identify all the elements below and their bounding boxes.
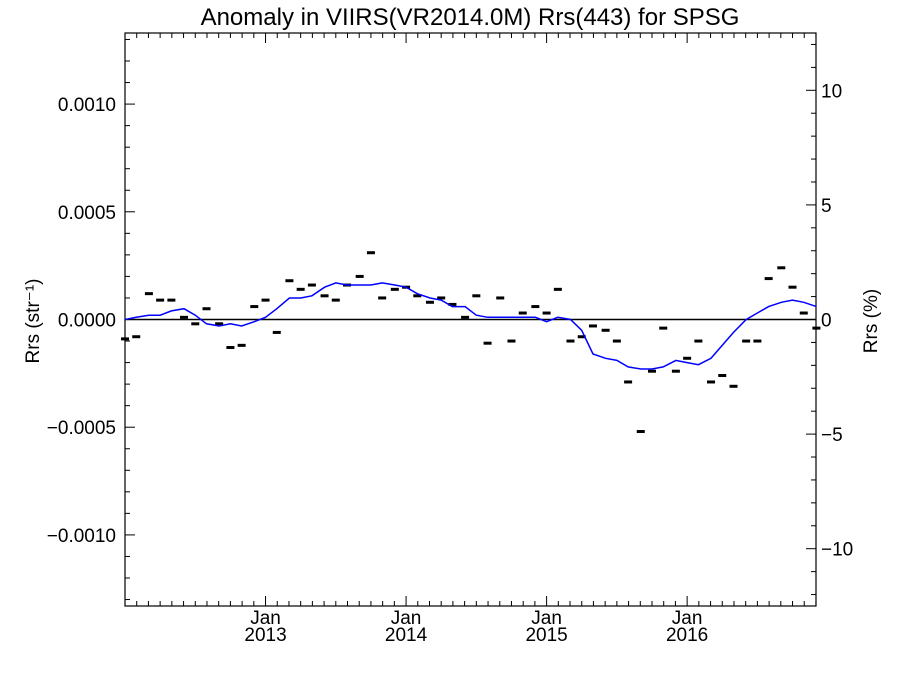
data-marker — [296, 287, 305, 291]
data-marker — [448, 302, 457, 306]
data-marker — [777, 266, 786, 270]
y-left-tick-label: −0.0010 — [47, 526, 116, 547]
data-marker — [144, 292, 153, 296]
data-marker — [366, 251, 375, 255]
data-marker — [588, 324, 597, 328]
data-marker — [707, 380, 716, 384]
data-marker — [636, 430, 645, 434]
data-marker — [132, 335, 141, 339]
data-marker — [215, 322, 224, 326]
y-left-tick-label: 0.0010 — [58, 95, 116, 116]
data-marker — [496, 296, 505, 300]
data-marker — [812, 326, 821, 330]
data-marker — [437, 296, 446, 300]
data-marker — [307, 283, 316, 287]
data-marker — [261, 298, 270, 302]
data-marker — [180, 315, 189, 319]
data-marker — [226, 346, 235, 350]
data-marker — [764, 277, 773, 281]
data-marker — [753, 339, 762, 343]
data-marker — [624, 380, 633, 384]
data-marker — [577, 335, 586, 339]
data-marker — [788, 285, 797, 289]
y-left-tick-label: 0.0000 — [58, 311, 116, 332]
x-tick-label-month: Jan — [391, 608, 422, 629]
data-marker — [659, 326, 668, 330]
x-tick-label-month: Jan — [672, 608, 703, 629]
data-marker — [483, 341, 492, 345]
data-marker — [425, 300, 434, 304]
data-marker — [378, 296, 387, 300]
data-marker — [355, 274, 364, 278]
data-marker — [518, 311, 527, 315]
y-axis-label-right: Rrs (%) — [861, 289, 882, 353]
chart-title: Anomaly in VIIRS(VR2014.0M) Rrs(443) for… — [201, 4, 740, 31]
x-tick-label-month: Jan — [531, 608, 562, 629]
y-axis-label-left: Rrs (str⁻¹) — [23, 279, 44, 364]
data-marker — [553, 287, 562, 291]
axes-ticks — [124, 33, 817, 606]
x-tick-label-year: 2016 — [666, 625, 708, 646]
data-marker — [683, 356, 692, 360]
data-marker — [601, 328, 610, 332]
y-right-tick-label: 10 — [821, 81, 842, 102]
data-marker — [729, 384, 738, 388]
data-marker — [156, 298, 165, 302]
data-marker — [542, 311, 551, 315]
data-marker — [237, 343, 246, 347]
y-right-tick-label: −5 — [821, 425, 843, 446]
data-marker — [694, 339, 703, 343]
data-marker — [320, 294, 329, 298]
data-marker — [272, 330, 281, 334]
x-tick-label-year: 2015 — [525, 625, 567, 646]
data-marker — [507, 339, 516, 343]
y-left-tick-label: −0.0005 — [47, 418, 116, 439]
data-marker — [472, 294, 481, 298]
data-marker — [202, 307, 211, 311]
data-marker — [647, 369, 656, 373]
data-marker — [461, 315, 470, 319]
data-marker — [191, 322, 200, 326]
data-marker — [331, 298, 340, 302]
data-marker — [121, 337, 129, 341]
running-mean-line — [124, 282, 817, 370]
x-tick-label-year: 2014 — [385, 625, 428, 646]
tick-labels: 0.0010 0.0005 0.0000 −0.0005 −0.0010 10 5 0 −5 −1… — [47, 81, 853, 646]
data-marker — [531, 305, 540, 309]
data-marker — [671, 369, 680, 373]
data-marker — [413, 294, 422, 298]
y-right-tick-label: −10 — [821, 540, 853, 561]
y-right-tick-label: 5 — [821, 196, 832, 217]
data-marker — [167, 298, 176, 302]
data-marker — [612, 339, 621, 343]
smoothed-line — [124, 282, 817, 370]
data-marker — [742, 339, 751, 343]
data-marker — [390, 287, 399, 291]
data-markers — [121, 251, 821, 434]
data-marker — [718, 374, 727, 378]
y-right-tick-label: 0 — [821, 311, 832, 332]
x-tick-label-year: 2013 — [244, 625, 286, 646]
data-marker — [285, 279, 294, 283]
x-tick-label-month: Jan — [250, 608, 281, 629]
data-marker — [250, 305, 259, 309]
y-left-tick-label: 0.0005 — [58, 203, 116, 224]
data-marker — [566, 339, 575, 343]
data-marker — [799, 311, 808, 315]
